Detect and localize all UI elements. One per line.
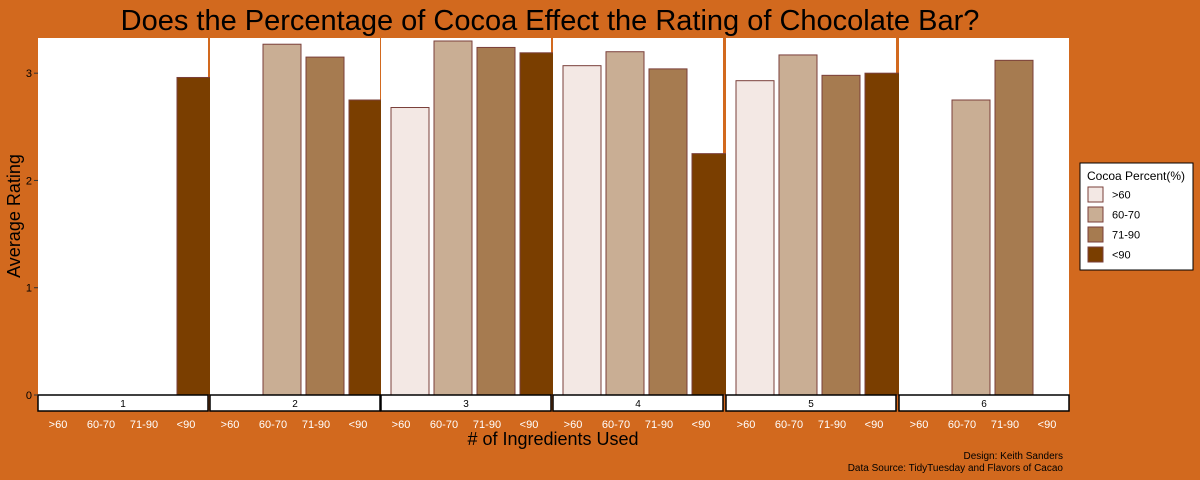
facet-strip-label: 3 (463, 399, 469, 410)
facet-strip (552, 394, 724, 412)
x-tick-label: 60-70 (775, 419, 803, 431)
legend-title: Cocoa Percent(%) (1087, 169, 1185, 183)
y-tick-label: 1 (26, 283, 32, 295)
facet-panel-5: 5 >60 60-70 71-90 <90 (725, 38, 904, 431)
legend-swatch (1087, 246, 1104, 263)
facet-panel-4: 4 >60 60-70 71-90 <90 (552, 38, 731, 431)
facet-strip-label: 4 (635, 399, 641, 410)
chart-title: Does the Percentage of Cocoa Effect the … (121, 5, 980, 37)
bar-5-71-90 (821, 74, 861, 396)
bar-6-60-70 (951, 99, 991, 396)
y-tick-label: 3 (26, 68, 32, 80)
bar-3-71-90 (476, 46, 516, 396)
legend-label: 60-70 (1112, 210, 1140, 222)
bar-5-<90 (864, 72, 904, 396)
x-tick-label: >60 (49, 419, 68, 431)
legend-swatch (1087, 206, 1104, 223)
legend-label: <90 (1112, 250, 1131, 262)
x-axis-label: # of Ingredients Used (467, 429, 638, 449)
facet-panel-1: 1 >60 60-70 71-90 <90 (37, 38, 216, 431)
x-tick-label: 71-90 (302, 419, 330, 431)
y-tick-label: 0 (26, 390, 32, 402)
x-tick-label: <90 (692, 419, 711, 431)
x-tick-label: 71-90 (818, 419, 846, 431)
legend: Cocoa Percent(%) >60 60-70 71-90 <90 (1079, 162, 1194, 271)
bar-3-<90 (519, 52, 559, 396)
legend-label: 71-90 (1112, 230, 1140, 242)
x-tick-label: >60 (221, 419, 240, 431)
x-tick-label: 60-70 (602, 419, 630, 431)
legend-label: >60 (1112, 190, 1131, 202)
bar-2-71-90 (305, 56, 345, 396)
x-tick-label: 71-90 (130, 419, 158, 431)
x-tick-label: <90 (177, 419, 196, 431)
x-tick-label: 60-70 (430, 419, 458, 431)
x-tick-label: <90 (865, 419, 884, 431)
bar-4-60-70 (605, 51, 645, 396)
legend-swatch (1087, 226, 1104, 243)
caption-design: Design: Keith Sanders (963, 451, 1063, 462)
facet-panels: 1 >60 60-70 71-90 <90 2 >60 60-70 71-90 <90 3 >60 60… (37, 38, 1070, 431)
bar-2-60-70 (262, 43, 302, 396)
bar-5->60 (735, 80, 775, 396)
bar-4-<90 (691, 153, 731, 396)
bar-3->60 (390, 107, 430, 396)
x-tick-label: 60-70 (259, 419, 287, 431)
x-tick-label: <90 (520, 419, 539, 431)
facet-strip (37, 394, 209, 412)
bar-6-71-90 (994, 59, 1034, 396)
facet-strip (209, 394, 381, 412)
facet-panel-2: 2 >60 60-70 71-90 <90 (209, 38, 388, 431)
x-tick-label: >60 (737, 419, 756, 431)
facet-strip (725, 394, 897, 412)
facet-strip (898, 394, 1070, 412)
x-tick-label: 60-70 (948, 419, 976, 431)
x-tick-label: <90 (1038, 419, 1057, 431)
bar-3-60-70 (433, 40, 473, 396)
x-tick-label: <90 (349, 419, 368, 431)
caption-source: Data Source: TidyTuesday and Flavors of … (848, 463, 1064, 474)
y-tick-label: 2 (26, 175, 32, 187)
facet-panel-3: 3 >60 60-70 71-90 <90 (380, 38, 559, 431)
facet-strip-label: 1 (120, 399, 126, 410)
x-tick-label: 71-90 (645, 419, 673, 431)
y-axis-label: Average Rating (4, 154, 24, 278)
legend-swatch (1087, 186, 1104, 203)
facet-strip-label: 6 (981, 399, 987, 410)
bar-5-60-70 (778, 54, 818, 396)
x-tick-label: 71-90 (991, 419, 1019, 431)
x-tick-label: 71-90 (473, 419, 501, 431)
facet-strip-label: 5 (808, 399, 814, 410)
bar-4->60 (562, 65, 602, 396)
y-axis: 0 1 2 3 (26, 68, 38, 402)
facet-strip-label: 2 (292, 399, 298, 410)
x-tick-label: 60-70 (87, 419, 115, 431)
x-tick-label: >60 (910, 419, 929, 431)
x-tick-label: >60 (392, 419, 411, 431)
facet-strip (380, 394, 552, 412)
bar-4-71-90 (648, 68, 688, 396)
bar-1-<90 (176, 76, 216, 396)
facet-panel-6: 6 >60 60-70 71-90 <90 (898, 38, 1070, 431)
x-tick-label: >60 (564, 419, 583, 431)
